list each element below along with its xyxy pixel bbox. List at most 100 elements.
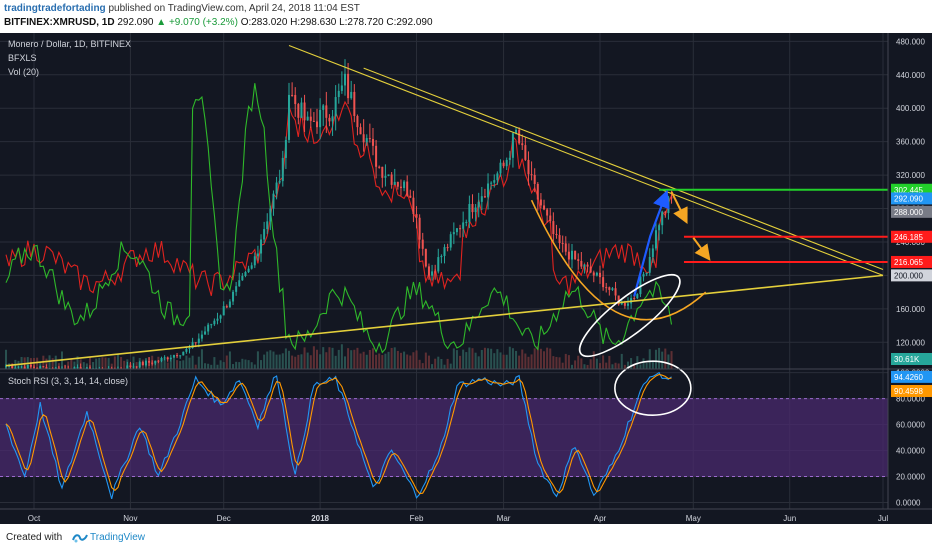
candle-body (605, 287, 608, 289)
stoch-k-line (5, 371, 672, 500)
candle-body (558, 235, 561, 244)
candle-body (176, 355, 179, 357)
volume-bar (353, 349, 356, 369)
time-axis-tick: May (686, 514, 701, 523)
candle-body (667, 197, 670, 213)
volume-bar (120, 357, 123, 369)
candle-body (160, 357, 163, 362)
candle-body (79, 367, 82, 369)
candle-body (571, 250, 574, 260)
candle-body (281, 157, 284, 182)
candle-body (315, 121, 319, 128)
volume-bar (418, 359, 421, 369)
price-tag-label: 288.000 (894, 208, 923, 217)
candle-body (222, 306, 225, 316)
stoch-tag (891, 370, 932, 383)
candle-body (399, 186, 402, 188)
volume-bar (527, 356, 530, 369)
candle-body (83, 370, 85, 372)
candle-body (639, 276, 642, 295)
volume-bar (499, 352, 502, 369)
volume-bar (98, 357, 101, 369)
candle-body (331, 116, 334, 122)
candle-body (620, 302, 623, 305)
candle-body (543, 205, 546, 210)
volume-bar (387, 351, 390, 369)
projection-arrow (670, 191, 688, 225)
stoch-axis-tick: 0.0000 (896, 499, 921, 508)
volume-bar (340, 344, 343, 369)
volume-bar (614, 362, 617, 369)
candle-body (278, 181, 281, 183)
volume-bar (92, 362, 95, 369)
candle-body (598, 272, 602, 278)
volume-bar (48, 355, 51, 369)
candle-body (334, 97, 337, 117)
volume-bar (642, 358, 645, 369)
candle-body (232, 291, 235, 302)
volume-bar (225, 355, 228, 369)
tradingview-logo-icon (72, 534, 88, 543)
candle-body (92, 371, 94, 372)
candle-body (343, 73, 346, 86)
candle-body (586, 264, 589, 267)
stoch-axis-tick: 60.0000 (896, 421, 925, 430)
candle-body (390, 174, 393, 185)
candle-body (26, 364, 29, 369)
volume-bar (20, 356, 23, 369)
candle-body (465, 221, 468, 223)
candle-body (654, 230, 657, 249)
price-tag (891, 205, 932, 218)
volume-bar (235, 361, 238, 369)
volume-bar (359, 353, 362, 369)
time-axis-tick: 2018 (311, 514, 329, 523)
candle-body (496, 173, 499, 181)
stoch-d-line (5, 373, 672, 495)
volume-bar (480, 349, 483, 369)
chart-canvas[interactable]: 120.000160.000200.000240.000280.000320.0… (0, 33, 932, 524)
price-tag-label: 246.185 (894, 233, 923, 242)
trading-chart[interactable]: 120.000160.000200.000240.000280.000320.0… (0, 33, 932, 524)
volume-bar (658, 347, 661, 369)
volume-bar (375, 354, 378, 369)
volume-bar (306, 352, 309, 369)
candle-body (412, 197, 415, 215)
volume-bar (244, 359, 247, 369)
candle-body (179, 355, 182, 357)
volume-bar (219, 360, 222, 369)
volume-bar (263, 354, 266, 369)
candle-body (306, 116, 309, 121)
volume-bar (101, 357, 104, 369)
volume-bar (269, 350, 272, 369)
candle-body (95, 370, 97, 371)
volume-bar (188, 357, 191, 369)
candle-body (623, 302, 626, 306)
volume-bar (589, 359, 592, 369)
volume-bar (664, 348, 667, 369)
stoch-tag-label: 94.4260 (894, 373, 923, 382)
volume-bar (508, 346, 511, 369)
candle-body (574, 250, 577, 260)
candle-body (555, 233, 558, 236)
volume-bar (135, 362, 138, 369)
volume-bar (356, 347, 359, 369)
candle-body (322, 105, 325, 110)
volume-bar (204, 363, 207, 369)
candle-body (406, 181, 409, 196)
candle-body (505, 159, 508, 167)
tradingview-brand[interactable]: TradingView (72, 530, 145, 546)
volume-bar (396, 350, 399, 369)
volume-bar (626, 361, 629, 369)
candle-body (651, 248, 654, 257)
candle-body (284, 139, 287, 158)
volume-bar (222, 362, 225, 369)
candle-body (88, 367, 91, 369)
author-link[interactable]: tradingtradefortading (4, 3, 106, 14)
candle-body (468, 203, 471, 222)
volume-bar (160, 360, 163, 369)
volume-bar (250, 362, 253, 369)
volume-bar (493, 353, 496, 369)
candle-body (138, 362, 141, 368)
volume-bar (648, 349, 651, 369)
volume-bar (5, 349, 8, 369)
